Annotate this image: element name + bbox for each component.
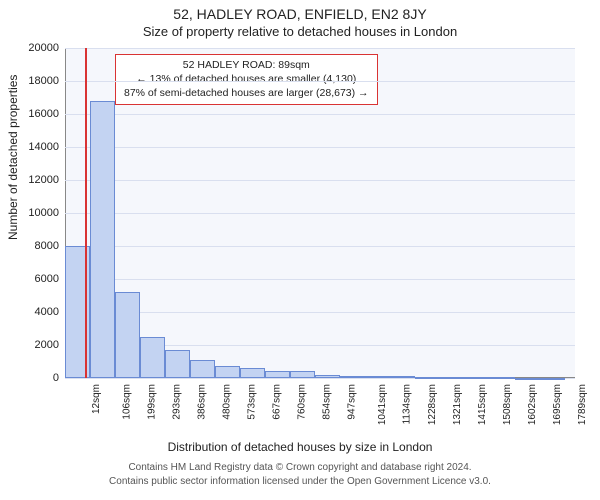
x-tick-label: 573sqm — [247, 384, 249, 420]
histogram-bar — [415, 377, 440, 379]
subtitle: Size of property relative to detached ho… — [0, 24, 600, 39]
x-tick-label: 1508sqm — [502, 384, 504, 425]
annotation-line: 87% of semi-detached houses are larger (… — [124, 86, 369, 100]
reference-line — [85, 48, 87, 378]
y-tick-label: 20000 — [28, 42, 59, 54]
histogram-bar — [240, 368, 265, 378]
histogram-bar — [465, 377, 490, 379]
x-tick-label: 293sqm — [172, 384, 174, 420]
gridline — [65, 114, 575, 115]
histogram-bar — [540, 378, 565, 380]
gridline — [65, 48, 575, 49]
histogram-bar — [315, 375, 340, 378]
histogram-bar — [215, 366, 240, 378]
x-axis-label: Distribution of detached houses by size … — [0, 440, 600, 454]
y-tick-label: 0 — [53, 372, 59, 384]
x-tick-label: 1789sqm — [577, 384, 579, 425]
x-tick-label: 854sqm — [322, 384, 324, 420]
x-tick-label: 1695sqm — [552, 384, 554, 425]
y-tick-label: 10000 — [28, 207, 59, 219]
histogram-bar — [140, 337, 165, 378]
x-tick-label: 386sqm — [197, 384, 199, 420]
address-line: 52, HADLEY ROAD, ENFIELD, EN2 8JY — [0, 6, 600, 22]
histogram-bar — [390, 376, 415, 378]
footer-line-1: Contains HM Land Registry data © Crown c… — [0, 462, 600, 473]
x-tick-label: 1602sqm — [527, 384, 529, 425]
gridline — [65, 246, 575, 247]
histogram-bar — [115, 292, 140, 378]
gridline — [65, 279, 575, 280]
x-tick-label: 1134sqm — [401, 384, 403, 424]
histogram-bar — [290, 371, 315, 378]
histogram-bar — [265, 371, 290, 378]
footer-line-2: Contains public sector information licen… — [0, 476, 600, 487]
y-tick-label: 12000 — [28, 174, 59, 186]
y-tick-label: 8000 — [35, 240, 59, 252]
x-tick-label: 199sqm — [147, 384, 149, 420]
x-tick-label: 12sqm — [91, 384, 93, 414]
y-tick-label: 14000 — [28, 141, 59, 153]
x-tick-label: 106sqm — [122, 384, 124, 420]
gridline — [65, 312, 575, 313]
histogram-bar — [190, 360, 215, 378]
x-tick-label: 947sqm — [346, 384, 348, 420]
chart-plot-area: 52 HADLEY ROAD: 89sqm← 13% of detached h… — [65, 48, 575, 378]
histogram-bar — [365, 376, 390, 378]
histogram-bar — [515, 378, 540, 380]
gridline — [65, 81, 575, 82]
y-tick-label: 4000 — [35, 306, 59, 318]
y-tick-label: 16000 — [28, 108, 59, 120]
annotation-box: 52 HADLEY ROAD: 89sqm← 13% of detached h… — [115, 54, 378, 105]
gridline — [65, 213, 575, 214]
histogram-bar — [90, 101, 115, 378]
x-tick-label: 667sqm — [272, 384, 274, 420]
histogram-bar — [165, 350, 190, 378]
y-axis-label: Number of detached properties — [6, 75, 20, 240]
histogram-bar — [490, 377, 515, 379]
gridline — [65, 147, 575, 148]
histogram-bar — [440, 377, 465, 379]
x-tick-label: 1321sqm — [452, 384, 454, 425]
x-tick-label: 1415sqm — [477, 384, 479, 425]
x-tick-label: 1041sqm — [377, 384, 379, 425]
x-tick-label: 1228sqm — [427, 384, 429, 425]
annotation-line: 52 HADLEY ROAD: 89sqm — [124, 58, 369, 72]
y-tick-label: 6000 — [35, 273, 59, 285]
gridline — [65, 180, 575, 181]
x-tick-label: 480sqm — [222, 384, 224, 420]
annotation-line: ← 13% of detached houses are smaller (4,… — [124, 72, 369, 86]
y-tick-label: 18000 — [28, 75, 59, 87]
x-tick-label: 760sqm — [297, 384, 299, 420]
y-tick-label: 2000 — [35, 339, 59, 351]
histogram-bar — [340, 376, 365, 378]
